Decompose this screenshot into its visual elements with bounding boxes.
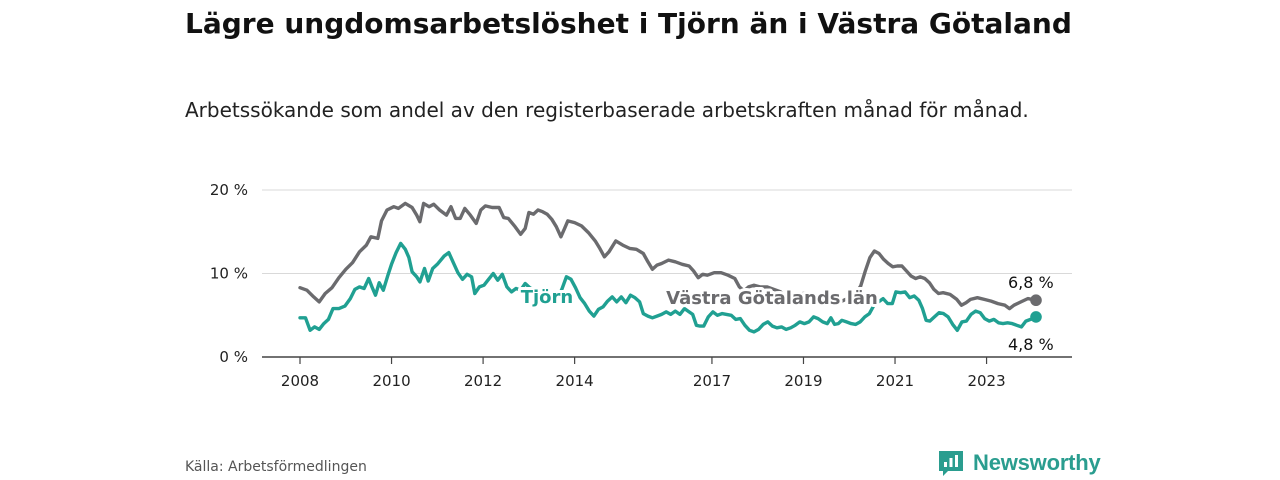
- source-note: Källa: Arbetsförmedlingen: [185, 459, 367, 475]
- end-label-tjorn: 4,8 %: [1008, 335, 1054, 354]
- x-tick-label: 2021: [876, 372, 914, 390]
- series-line-vastra-gotaland: [298, 201, 1038, 311]
- x-tick-label: 2012: [464, 372, 502, 390]
- y-tick-label: 10 %: [210, 265, 248, 283]
- end-marker-vastra-gotaland: [1030, 294, 1042, 307]
- y-tick-label: 0 %: [219, 348, 248, 366]
- series-label-tjorn: Tjörn: [521, 287, 574, 308]
- newsworthy-logo-text: Newsworthy: [973, 450, 1101, 475]
- x-tick-label: 2010: [372, 372, 410, 390]
- end-label-vastra-gotaland: 6,8 %: [1008, 273, 1054, 292]
- x-tick-label: 2017: [693, 372, 731, 390]
- chart-subtitle: Arbetssökande som andel av den registerb…: [185, 98, 1029, 122]
- line-chart: 0 % 10 % 20 % 2008 2010 2012 2014 2017 2019 2021 2…: [210, 181, 1072, 390]
- series-label-vastra-gotaland: Västra Götalands län: [666, 288, 878, 309]
- end-marker-tjorn: [1030, 311, 1042, 323]
- chart-title: Lägre ungdomsarbetslöshet i Tjörn än i V…: [185, 7, 1072, 40]
- x-tick-label: 2023: [967, 372, 1005, 390]
- y-tick-label: 20 %: [210, 181, 248, 199]
- x-tick-label: 2014: [556, 372, 594, 390]
- x-tick-label: 2008: [281, 372, 319, 390]
- newsworthy-logo-icon: [939, 451, 963, 476]
- x-tick-label: 2019: [784, 372, 822, 390]
- newsworthy-logo[interactable]: Newsworthy: [937, 449, 1101, 477]
- series-line-tjorn: [298, 241, 1038, 334]
